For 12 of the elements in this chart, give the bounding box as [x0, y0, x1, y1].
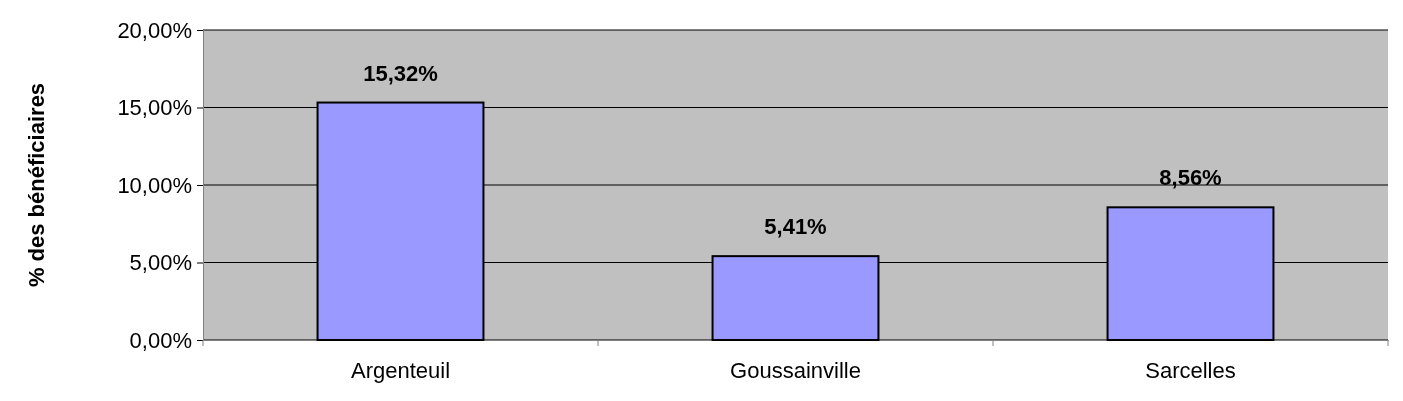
y-tick-label: 10,00% [117, 172, 192, 198]
y-tick-label: 15,00% [117, 95, 192, 121]
y-axis-title: % des bénéficiaires [24, 82, 49, 288]
data-label: 15,32% [363, 60, 438, 86]
x-tick-label: Argenteuil [350, 358, 451, 384]
y-tick-label: 5,00% [129, 250, 192, 276]
y-tick-label: 0,00% [129, 327, 192, 353]
x-tick-label: Sarcelles [1145, 358, 1236, 384]
x-tick-label: Goussainville [730, 358, 861, 384]
data-label: 8,56% [1159, 165, 1222, 191]
data-label: 5,41% [764, 214, 827, 240]
y-tick-label: 20,00% [117, 17, 192, 43]
